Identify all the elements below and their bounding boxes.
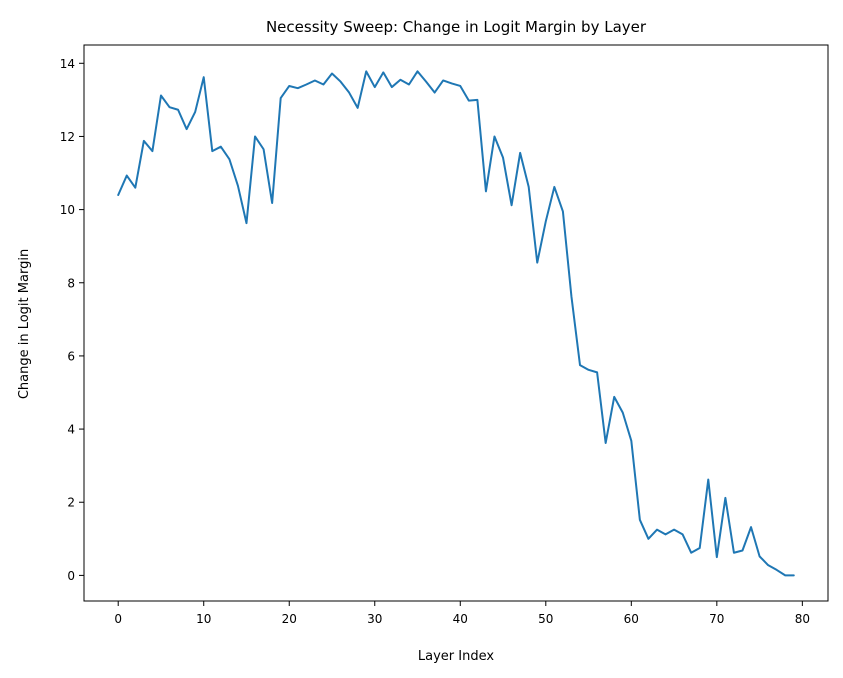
y-tick-label: 4 (67, 423, 75, 437)
y-tick-label: 12 (60, 130, 75, 144)
series-line (118, 71, 794, 575)
x-tick-label: 10 (196, 612, 211, 626)
x-tick-label: 40 (453, 612, 468, 626)
x-tick-label: 20 (282, 612, 297, 626)
x-tick-label: 60 (624, 612, 639, 626)
x-tick-label: 70 (709, 612, 724, 626)
y-tick-label: 14 (60, 57, 75, 71)
y-tick-label: 10 (60, 203, 75, 217)
chart-title: Necessity Sweep: Change in Logit Margin … (266, 18, 647, 36)
x-axis-label: Layer Index (418, 649, 494, 664)
plot-frame (84, 45, 828, 601)
y-tick-label: 6 (67, 349, 75, 363)
x-tick-label: 0 (114, 612, 122, 626)
plot-area (84, 45, 828, 601)
x-tick-label: 30 (367, 612, 382, 626)
y-axis-label: Change in Logit Margin (17, 249, 32, 399)
x-axis-ticks: 0 10 20 30 40 50 60 70 80 (114, 601, 810, 626)
y-tick-label: 0 (67, 569, 75, 583)
y-axis-ticks: 0 2 4 6 8 10 12 14 (60, 57, 84, 583)
x-tick-label: 80 (795, 612, 810, 626)
y-tick-label: 8 (67, 276, 75, 290)
x-tick-label: 50 (538, 612, 553, 626)
y-tick-label: 2 (67, 496, 75, 510)
